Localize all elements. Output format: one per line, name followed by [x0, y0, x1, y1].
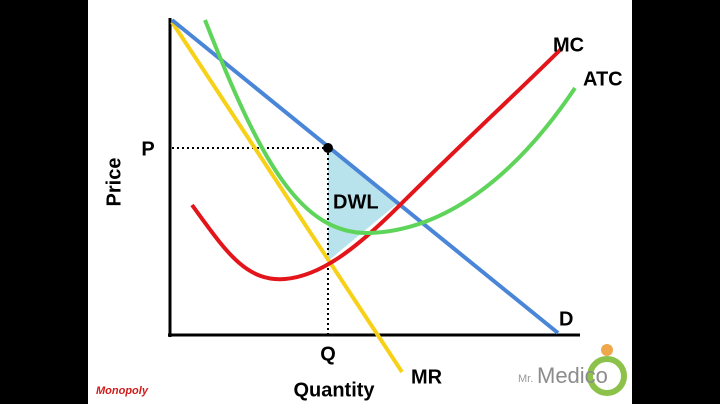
y-axis-label: Price — [103, 158, 125, 207]
demand-curve — [170, 18, 560, 335]
logo-prefix: Mr. — [518, 373, 533, 385]
mc-curve — [190, 46, 564, 282]
mc-label: MC — [553, 34, 584, 56]
quantity-label: Q — [320, 343, 336, 365]
dwl-label: DWL — [333, 191, 379, 213]
demand-label: D — [559, 308, 573, 330]
logo-dot — [601, 344, 613, 356]
caption: Monopoly — [96, 385, 149, 397]
price-label: P — [141, 138, 154, 160]
monopoly-point — [323, 143, 333, 153]
atc-label: ATC — [583, 68, 623, 90]
atc-curve — [203, 19, 577, 236]
x-axis-label: Quantity — [293, 379, 375, 401]
logo-name: Medico — [537, 363, 608, 388]
logo-ring — [587, 356, 627, 396]
mr-label: MR — [411, 366, 443, 388]
dwl-area — [328, 148, 398, 261]
mr-curve — [170, 20, 404, 374]
